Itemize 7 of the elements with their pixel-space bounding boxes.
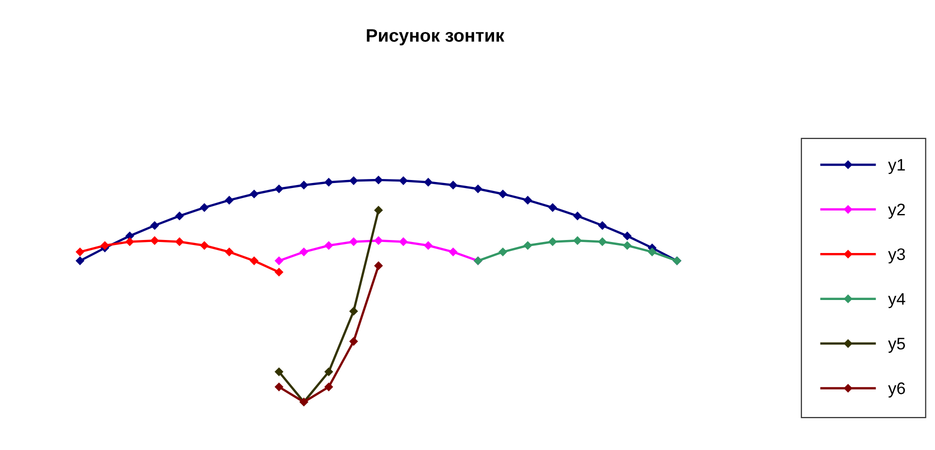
legend-label: y5 xyxy=(888,338,905,353)
legend-label: y3 xyxy=(888,248,905,264)
chart-title: Рисунок зонтик xyxy=(366,29,504,46)
legend-label: y6 xyxy=(888,382,905,398)
legend-label: y4 xyxy=(888,293,906,308)
legend-label: y2 xyxy=(888,204,905,219)
legend-label: y1 xyxy=(888,159,905,174)
